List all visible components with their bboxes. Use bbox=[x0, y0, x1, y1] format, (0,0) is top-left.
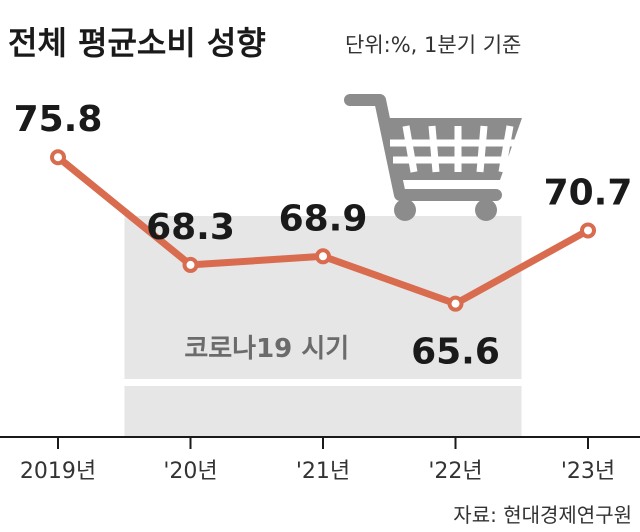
covid-period-label: 코로나19 시기 bbox=[184, 334, 349, 364]
data-label: 70.7 bbox=[544, 172, 633, 213]
data-label: 68.9 bbox=[279, 198, 368, 239]
x-tick-label: '23년 bbox=[561, 459, 615, 484]
unit-note: 단위:%, 1분기 기준 bbox=[345, 33, 521, 57]
data-label: 68.3 bbox=[146, 207, 235, 248]
covid-shade-lower bbox=[124, 386, 522, 437]
source-note: 자료: 현대경제연구원 bbox=[453, 503, 632, 527]
data-point bbox=[50, 149, 66, 166]
x-tick-label: 2019년 bbox=[20, 459, 96, 484]
shopping-cart-icon bbox=[344, 94, 522, 221]
data-point bbox=[182, 256, 199, 273]
x-tick-label: '22년 bbox=[428, 459, 482, 484]
x-tick-label: '21년 bbox=[296, 459, 350, 484]
data-point bbox=[447, 295, 464, 312]
data-label: 65.6 bbox=[411, 332, 500, 373]
data-point bbox=[580, 222, 596, 239]
x-tick-label: '20년 bbox=[163, 459, 217, 484]
data-label: 75.8 bbox=[14, 99, 103, 140]
data-point bbox=[315, 248, 331, 265]
chart-title: 전체 평균소비 성향 bbox=[8, 24, 266, 62]
